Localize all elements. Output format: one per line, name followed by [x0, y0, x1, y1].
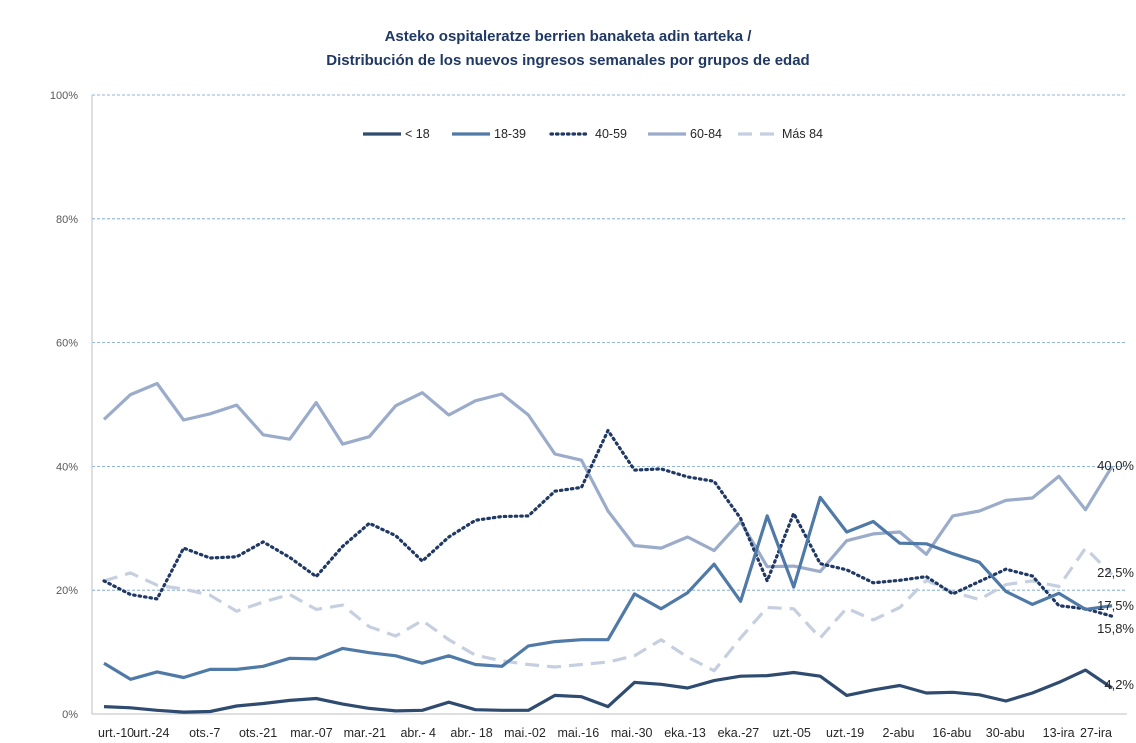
x-tick-label: uzt.-05 — [773, 726, 811, 740]
end-value-label: 40,0% — [1097, 458, 1134, 473]
x-tick-label: ots.-21 — [239, 726, 277, 740]
x-tick-label: uzt.-19 — [826, 726, 864, 740]
chart-title: Asteko ospitaleratze berrien banaketa ad… — [385, 28, 753, 45]
legend-label: 60-84 — [690, 127, 722, 141]
x-tick-label: mai.-30 — [611, 726, 653, 740]
legend-label: 18-39 — [494, 127, 526, 141]
series-line-1 — [103, 495, 1113, 681]
x-axis-ticks: urt.-10 urt.-24 ots.-7 ots.-21 mar.-07 mar.-2… — [98, 726, 1112, 740]
legend: < 18 18-39 40-59 60-84 Más 84 — [363, 127, 823, 141]
legend-label: 40-59 — [595, 127, 627, 141]
series-line-4 — [103, 546, 1114, 673]
y-axis-ticks: 0% 20% 40% 60% 80% 100% — [50, 90, 78, 721]
y-tick-label: 100% — [50, 90, 78, 102]
chart-subtitle: Distribución de los nuevos ingresos sema… — [326, 52, 809, 69]
series-line-2 — [102, 428, 1114, 618]
end-value-label: 17,5% — [1097, 598, 1134, 613]
x-tick-label: 16-abu — [932, 726, 971, 740]
x-tick-label: 2-abu — [883, 726, 915, 740]
x-tick-label: eka.-13 — [664, 726, 706, 740]
series-lines — [102, 381, 1114, 714]
x-tick-label: mai.-02 — [504, 726, 546, 740]
x-tick-label: eka.-27 — [718, 726, 760, 740]
x-tick-label: 27-ira — [1080, 726, 1112, 740]
y-tick-label: 80% — [56, 214, 78, 226]
end-value-label: 22,5% — [1097, 565, 1134, 580]
x-tick-label: mai.-16 — [557, 726, 599, 740]
x-tick-label: abr.- 18 — [450, 726, 492, 740]
x-tick-label: mar.-21 — [344, 726, 386, 740]
x-tick-label: ots.-7 — [189, 726, 220, 740]
y-tick-label: 40% — [56, 461, 78, 473]
legend-label: < 18 — [405, 127, 430, 141]
x-tick-label: urt.-10 — [98, 726, 134, 740]
x-tick-label: 30-abu — [986, 726, 1025, 740]
y-tick-label: 0% — [62, 709, 78, 721]
y-tick-label: 60% — [56, 338, 78, 350]
x-tick-label: abr.- 4 — [400, 726, 435, 740]
series-line-0 — [103, 668, 1113, 714]
end-value-label: 4,2% — [1104, 677, 1134, 692]
legend-label: Más 84 — [782, 127, 823, 141]
x-tick-label: urt.-24 — [133, 726, 169, 740]
x-tick-label: 13-ira — [1043, 726, 1075, 740]
end-labels: 4,2% 17,5% 15,8% 40,0% 22,5% — [1097, 458, 1134, 692]
y-tick-label: 20% — [56, 585, 78, 597]
x-tick-label: mar.-07 — [290, 726, 332, 740]
end-value-label: 15,8% — [1097, 621, 1134, 636]
gridlines — [91, 94, 1127, 715]
series-line-3 — [102, 381, 1114, 574]
